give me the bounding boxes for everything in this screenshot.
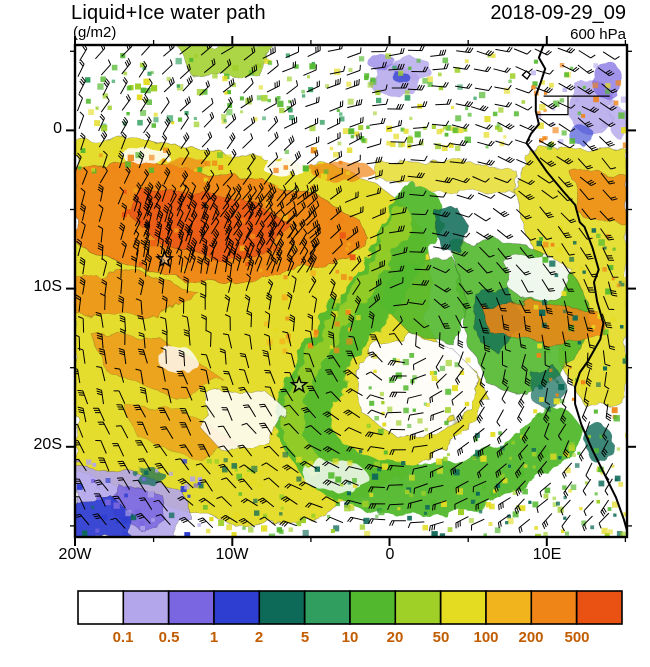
plot-units-label: (g/m2) bbox=[73, 24, 117, 41]
colorbar-tick-label: 100 bbox=[473, 629, 499, 646]
colorbar-tick-label: 0.5 bbox=[158, 629, 180, 646]
y-axis-label-0: 0 bbox=[53, 120, 62, 137]
colorbar-tick-label: 1 bbox=[209, 629, 219, 646]
colorbar-tick-label: 50 bbox=[432, 629, 450, 646]
plot-level-label: 600 hPa bbox=[570, 26, 626, 43]
x-axis-label-10e: 10E bbox=[532, 546, 562, 563]
colorbar-tick-label: 5 bbox=[300, 629, 310, 646]
y-axis-label-10s: 10S bbox=[33, 278, 62, 295]
plot-title: Liquid+Ice water path bbox=[71, 2, 266, 24]
y-axis-label-20s: 20S bbox=[33, 436, 62, 453]
colorbar-tick-label: 20 bbox=[386, 629, 404, 646]
x-axis-label-20w: 20W bbox=[58, 546, 92, 563]
plot-datetime: 2018-09-29_09 bbox=[490, 2, 626, 24]
colorbar-tick-label: 500 bbox=[564, 629, 590, 646]
colorbar-tick-label: 200 bbox=[518, 629, 544, 646]
colorbar-tick-label: 10 bbox=[341, 629, 359, 646]
colorbar-tick-label: 0.1 bbox=[112, 629, 134, 646]
x-axis-label-10w: 10W bbox=[215, 546, 249, 563]
x-axis-label-0: 0 bbox=[385, 546, 395, 563]
colorbar-tick-label: 2 bbox=[254, 629, 264, 646]
